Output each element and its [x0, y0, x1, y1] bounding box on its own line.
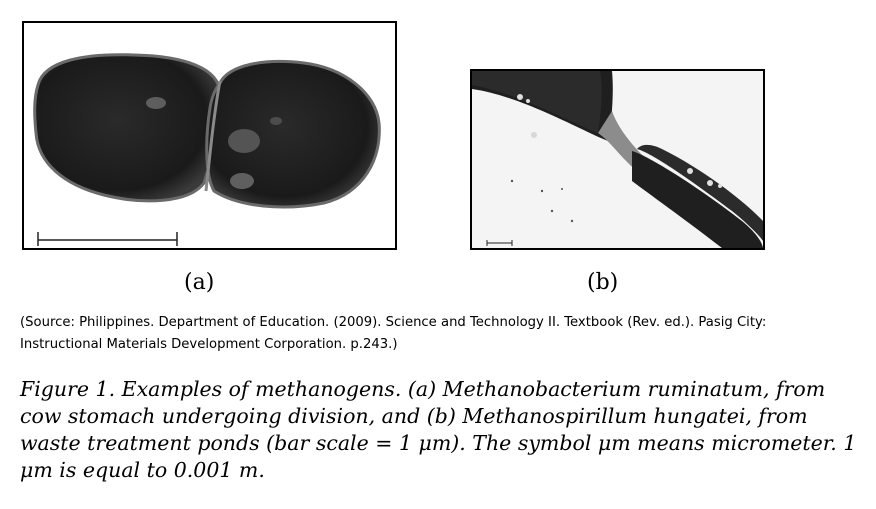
panel-b-label: (b) — [587, 270, 619, 295]
methanobacterium-micrograph — [33, 53, 381, 246]
figure-caption: Figure 1. Examples of methanogens. (a) M… — [20, 377, 857, 482]
source-citation: (Source: Philippines. Department of Educ… — [20, 315, 767, 352]
panel-a-label: (a) — [184, 270, 215, 295]
micrograph-panel-a — [22, 21, 397, 250]
micrograph-panel-b — [470, 69, 765, 250]
methanospirillum-micrograph — [472, 71, 763, 248]
